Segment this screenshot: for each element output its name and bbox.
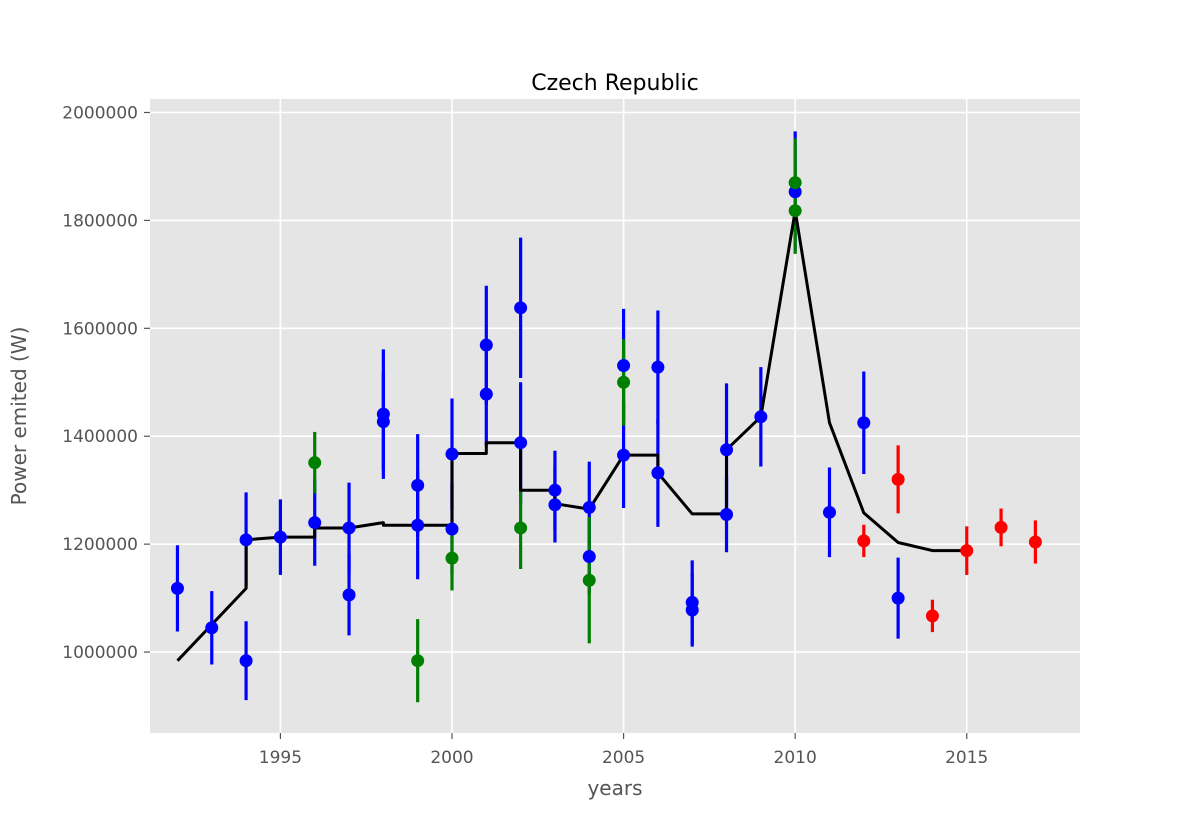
green-data-point bbox=[582, 573, 596, 587]
blue-data-point bbox=[342, 521, 356, 535]
blue-data-point bbox=[548, 498, 562, 512]
y-tick-label: 1200000 bbox=[62, 535, 138, 555]
x-tick-label: 2005 bbox=[602, 748, 645, 768]
blue-data-point bbox=[822, 505, 836, 519]
blue-data-point bbox=[205, 621, 219, 635]
blue-data-point bbox=[514, 436, 528, 450]
red-data-point bbox=[925, 609, 939, 623]
green-data-point bbox=[411, 654, 425, 668]
x-tick-label: 1995 bbox=[259, 748, 302, 768]
blue-data-point bbox=[720, 443, 734, 457]
blue-data-point bbox=[720, 507, 734, 521]
blue-data-point bbox=[479, 387, 493, 401]
blue-data-point bbox=[617, 448, 631, 462]
blue-data-point bbox=[239, 654, 253, 668]
blue-data-point bbox=[651, 360, 665, 374]
y-tick-label: 1000000 bbox=[62, 643, 138, 663]
blue-data-point bbox=[411, 478, 425, 492]
y-tick-label: 2000000 bbox=[62, 103, 138, 123]
blue-data-point bbox=[651, 466, 665, 480]
blue-data-point bbox=[685, 603, 699, 617]
x-tick-label: 2010 bbox=[774, 748, 817, 768]
blue-data-point bbox=[376, 415, 390, 429]
blue-data-point bbox=[239, 533, 253, 547]
y-tick-label: 1600000 bbox=[62, 319, 138, 339]
x-tick-label: 2015 bbox=[945, 748, 988, 768]
red-data-point bbox=[1028, 535, 1042, 549]
blue-data-point bbox=[857, 416, 871, 430]
y-axis-label: Power emited (W) bbox=[7, 327, 31, 506]
plot-background bbox=[150, 99, 1080, 733]
y-tick-label: 1800000 bbox=[62, 211, 138, 231]
blue-data-point bbox=[582, 500, 596, 514]
blue-data-point bbox=[754, 410, 768, 424]
blue-data-point bbox=[273, 530, 287, 544]
blue-data-point bbox=[891, 591, 905, 605]
blue-data-point bbox=[582, 550, 596, 564]
green-data-point bbox=[445, 551, 459, 565]
chart-title: Czech Republic bbox=[531, 71, 699, 96]
grid bbox=[150, 99, 1080, 733]
blue-data-point bbox=[170, 581, 184, 595]
red-data-point bbox=[891, 472, 905, 486]
y-tick-label: 1400000 bbox=[62, 427, 138, 447]
blue-data-point bbox=[342, 588, 356, 602]
blue-data-point bbox=[788, 185, 802, 199]
blue-data-point bbox=[308, 516, 322, 530]
green-data-point bbox=[788, 204, 802, 218]
green-data-point bbox=[788, 176, 802, 190]
blue-data-point bbox=[411, 518, 425, 532]
x-tick-label: 2000 bbox=[430, 748, 473, 768]
blue-data-point bbox=[445, 447, 459, 461]
red-data-point bbox=[994, 520, 1008, 534]
blue-data-point bbox=[617, 359, 631, 373]
blue-data-point bbox=[514, 301, 528, 315]
red-data-point bbox=[857, 534, 871, 548]
ticks: 1995 2000 2005 2010 2015 1000000 1200000 140000… bbox=[62, 103, 988, 768]
red-data-point bbox=[960, 544, 974, 558]
blue-data-point bbox=[445, 522, 459, 536]
blue-data-point bbox=[548, 483, 562, 497]
green-data-point bbox=[308, 456, 322, 470]
x-axis-label: years bbox=[587, 776, 642, 800]
green-data-point bbox=[617, 375, 631, 389]
data-points bbox=[170, 176, 1042, 668]
blue-data-point bbox=[479, 338, 493, 352]
green-data-point bbox=[514, 521, 528, 535]
